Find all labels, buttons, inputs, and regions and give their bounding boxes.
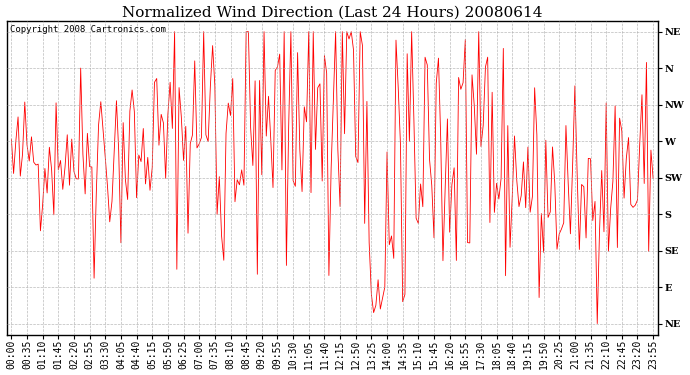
- Title: Normalized Wind Direction (Last 24 Hours) 20080614: Normalized Wind Direction (Last 24 Hours…: [122, 6, 542, 20]
- Text: Copyright 2008 Cartronics.com: Copyright 2008 Cartronics.com: [10, 26, 166, 34]
